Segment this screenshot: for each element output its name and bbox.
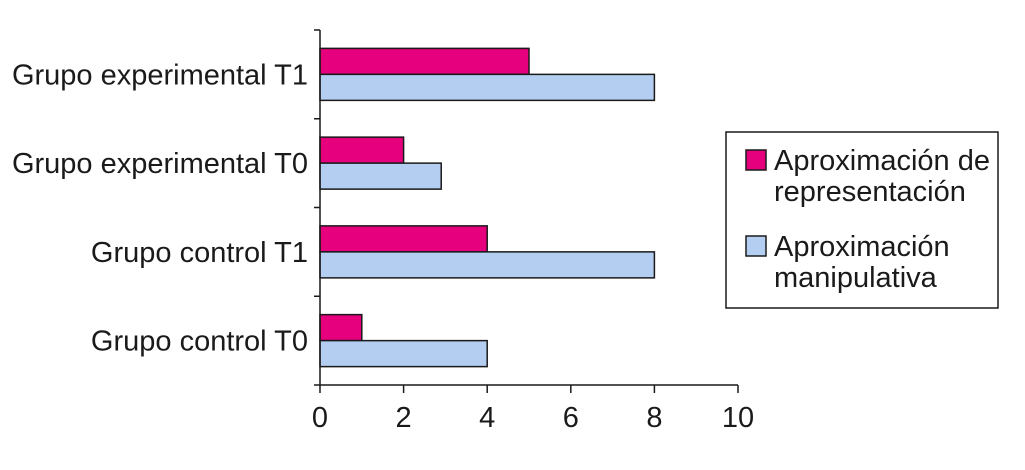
x-axis-ticks: 0 2 4 6 8 10	[312, 385, 754, 434]
legend-label: representación	[774, 176, 966, 208]
x-tick-label: 2	[396, 402, 412, 434]
bar-representacion-3	[319, 313, 363, 342]
legend-label: Aproximación	[774, 231, 950, 263]
category-label: Grupo experimental T0	[12, 148, 308, 180]
legend-box	[725, 131, 999, 309]
bar-representacion-1	[319, 136, 405, 164]
category-label: Grupo experimental T1	[12, 59, 308, 91]
bars-layer	[319, 47, 656, 368]
legend-swatch	[745, 149, 767, 171]
legend-label: manipulativa	[774, 262, 938, 294]
x-tick-label: 0	[312, 402, 328, 434]
x-tick-label: 6	[563, 402, 579, 434]
x-tick-label: 4	[479, 402, 495, 434]
category-labels: Grupo experimental T1 Grupo experimental …	[12, 29, 320, 386]
x-tick-label: 10	[722, 402, 754, 434]
x-tick-label: 8	[646, 402, 662, 434]
bar-manipulativa-0	[319, 73, 656, 102]
bar-manipulativa-2	[319, 251, 656, 279]
legend-swatch	[745, 235, 767, 257]
bar-representacion-2	[319, 225, 488, 253]
bar-manipulativa-3	[319, 339, 488, 368]
category-label: Grupo control T0	[91, 326, 308, 358]
legend-label: Aproximación de	[774, 145, 990, 177]
bar-representacion-0	[319, 47, 530, 76]
category-label: Grupo control T1	[91, 237, 308, 269]
bar-manipulativa-1	[319, 162, 442, 190]
